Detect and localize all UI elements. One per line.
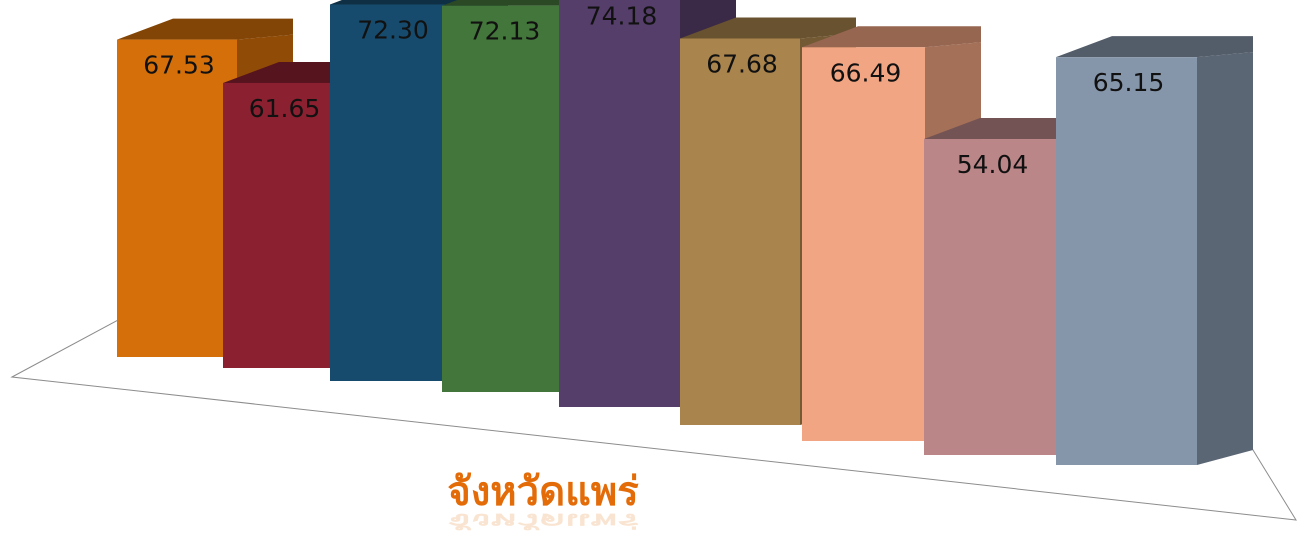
bar-front-face [223,82,342,368]
data-label: 66.49 [830,58,902,87]
category-label-reflection: จังหวัดแพร่ [447,509,638,532]
bar-front-face [1056,57,1197,465]
bar-front-face [559,0,680,407]
bar-top-face [802,26,981,48]
data-label: 54.04 [957,150,1029,179]
category-label: จังหวัดแพร่ [447,469,639,515]
data-label: 72.13 [469,17,541,46]
data-labels-group: 67.53 61.65 72.30 72.13 74.18 67.68 66.49 54.04… [143,2,1164,179]
data-label: 72.30 [357,15,429,44]
data-label: 61.65 [249,94,321,123]
bar-top-face [680,17,856,39]
bar-front-face [117,39,237,357]
bar-side-face [1197,52,1253,465]
data-label: 65.15 [1093,68,1165,97]
bar-front-face [442,5,563,392]
bar-top-face [117,18,293,40]
data-label: 67.53 [143,51,215,80]
bar-top-face [1056,36,1253,58]
data-label: 67.68 [706,49,778,78]
bar-front-face [680,38,800,425]
bar-front-face [330,4,452,381]
bar-series-group [117,0,1253,465]
bar [1056,36,1253,465]
bar-front-face [802,47,925,441]
data-label: 74.18 [586,2,658,31]
bar-front-face [924,139,1057,455]
